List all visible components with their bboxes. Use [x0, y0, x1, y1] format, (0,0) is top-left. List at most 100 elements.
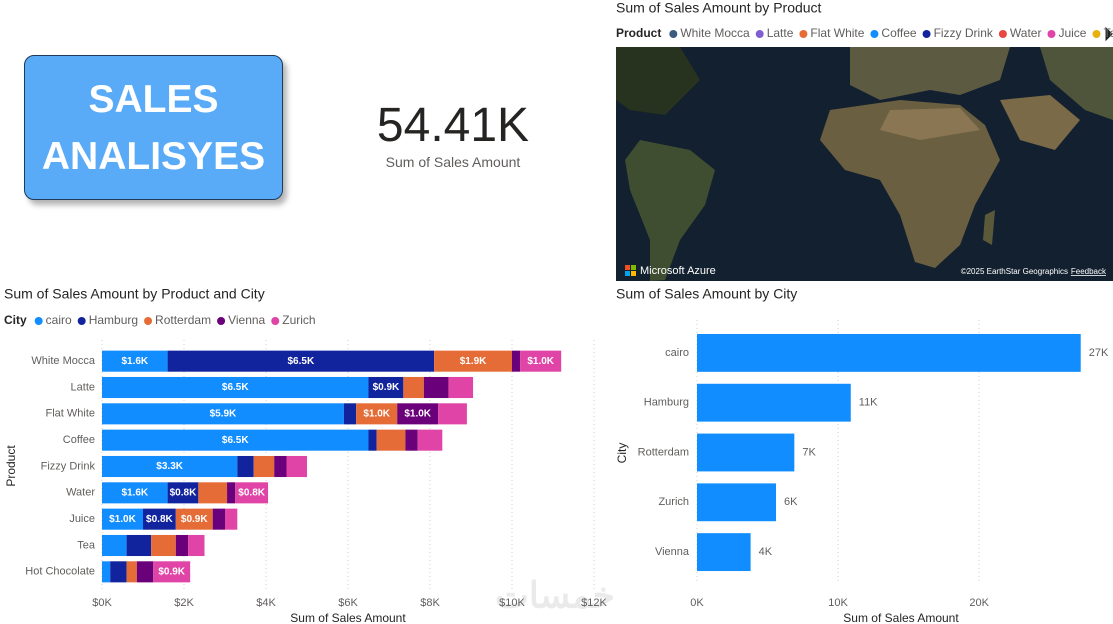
title-button[interactable]: SALES ANALISYES [24, 55, 283, 200]
bar-segment [274, 455, 287, 478]
map-provider: Microsoft Azure [640, 265, 716, 277]
data-label: $6.5K [222, 382, 249, 393]
bar-segment [417, 429, 443, 451]
bar-segment [253, 455, 275, 478]
data-label: $6.5K [288, 356, 315, 367]
y-axis-title: City [615, 443, 629, 464]
bar-segment [143, 508, 176, 530]
kpi-card: 54.41K Sum of Sales Amount [330, 98, 576, 170]
legend-label: White Mocca [680, 26, 750, 40]
legend-marker [998, 30, 1007, 38]
legend-marker [217, 317, 226, 325]
bar-segment [212, 508, 225, 530]
bar-segment [126, 534, 152, 557]
y-tick-label: Coffee [63, 434, 95, 446]
x-tick-label: $2K [174, 597, 194, 609]
y-tick-label: Tea [77, 539, 96, 551]
y-tick-label: Juice [69, 513, 95, 525]
legend-label: Zurich [282, 313, 315, 327]
kpi-value: 54.41K [376, 99, 530, 152]
bar [697, 333, 1081, 372]
x-tick-label: $12K [581, 597, 607, 609]
y-tick-label: White Mocca [31, 355, 95, 367]
bar-segment [403, 376, 424, 399]
y-tick-label: Zurich [658, 496, 689, 508]
data-label: $1.0K [109, 514, 136, 525]
legend-marker [1047, 30, 1056, 38]
data-label: $6.5K [222, 435, 249, 446]
y-tick-label: Fizzy Drink [41, 460, 96, 472]
data-label: $1.9K [460, 356, 487, 367]
data-label: $1.0K [404, 408, 431, 419]
legend-marker [922, 30, 931, 38]
legend-label: Flat White [810, 26, 864, 40]
bar-segment [405, 429, 418, 451]
data-label: 6K [784, 496, 798, 508]
bar-segment [151, 534, 176, 557]
y-tick-label: Rotterdam [638, 446, 689, 458]
x-tick-label: $0K [92, 597, 112, 609]
legend-label: Latte [767, 26, 794, 40]
legend-marker [271, 317, 280, 325]
y-tick-label: Hot Chocolate [25, 566, 95, 578]
bar-segment [167, 482, 199, 504]
data-label: 27K [1089, 347, 1109, 359]
bar-segment [434, 350, 512, 372]
data-label: $0.9K [181, 514, 208, 525]
x-tick-label: 10K [828, 597, 848, 609]
bar-segment [198, 482, 228, 504]
y-tick-label: Water [66, 487, 95, 499]
bar-segment [102, 455, 238, 478]
bar-segment [110, 561, 127, 583]
data-label: $0.9K [373, 382, 400, 393]
bar-segment [167, 350, 435, 372]
bar-segment [368, 376, 404, 399]
bar-segment [102, 429, 369, 451]
bar-segment [397, 403, 439, 425]
legend-marker [870, 30, 879, 38]
bar [697, 533, 751, 572]
legend-label: Hamburg [89, 313, 138, 327]
bar [697, 383, 851, 422]
y-tick-label: Hamburg [644, 397, 689, 409]
x-axis-title: Sum of Sales Amount [290, 611, 406, 624]
data-label: 7K [802, 446, 816, 458]
legend-label: Fizzy Drink [934, 26, 994, 40]
data-label: 4K [759, 546, 773, 558]
x-tick-label: $8K [420, 597, 440, 609]
legend-label: Water [1010, 26, 1042, 40]
legend-marker [669, 30, 678, 38]
bar-segment [235, 482, 269, 504]
map-attribution: ©2025 EarthStar Geographics [961, 267, 1068, 276]
bar-segment [438, 403, 467, 425]
legend-marker [77, 317, 86, 325]
bar-segment [368, 429, 377, 451]
watermark: خمسات [495, 575, 615, 616]
map-image [616, 26, 1113, 281]
y-tick-label: cairo [665, 347, 689, 359]
legend-marker [144, 317, 153, 325]
bar-segment [225, 508, 238, 530]
y-tick-label: Flat White [45, 408, 95, 420]
data-label: $0.8K [146, 514, 173, 525]
legend-marker [755, 30, 764, 38]
bar [697, 433, 795, 472]
chart-title: Sum of Sales Amount by Product and City [4, 286, 265, 302]
map-feedback[interactable]: Feedback [1071, 267, 1107, 276]
bar-segment [343, 403, 357, 425]
bar-segment [102, 350, 168, 372]
data-label: $5.9K [210, 408, 237, 419]
legend-label: cairo [46, 313, 72, 327]
x-axis-title: Sum of Sales Amount [843, 611, 959, 624]
bar-segment [175, 534, 189, 557]
data-label: $0.8K [170, 487, 197, 498]
x-tick-label: $4K [256, 597, 276, 609]
bar-segment [423, 376, 449, 399]
map-title: Sum of Sales Amount by Product [616, 0, 822, 16]
data-label: $1.0K [363, 408, 390, 419]
bar-segment [153, 561, 191, 583]
bar-segment [102, 561, 111, 583]
bar-segment [448, 376, 474, 399]
y-tick-label: Latte [71, 381, 95, 393]
